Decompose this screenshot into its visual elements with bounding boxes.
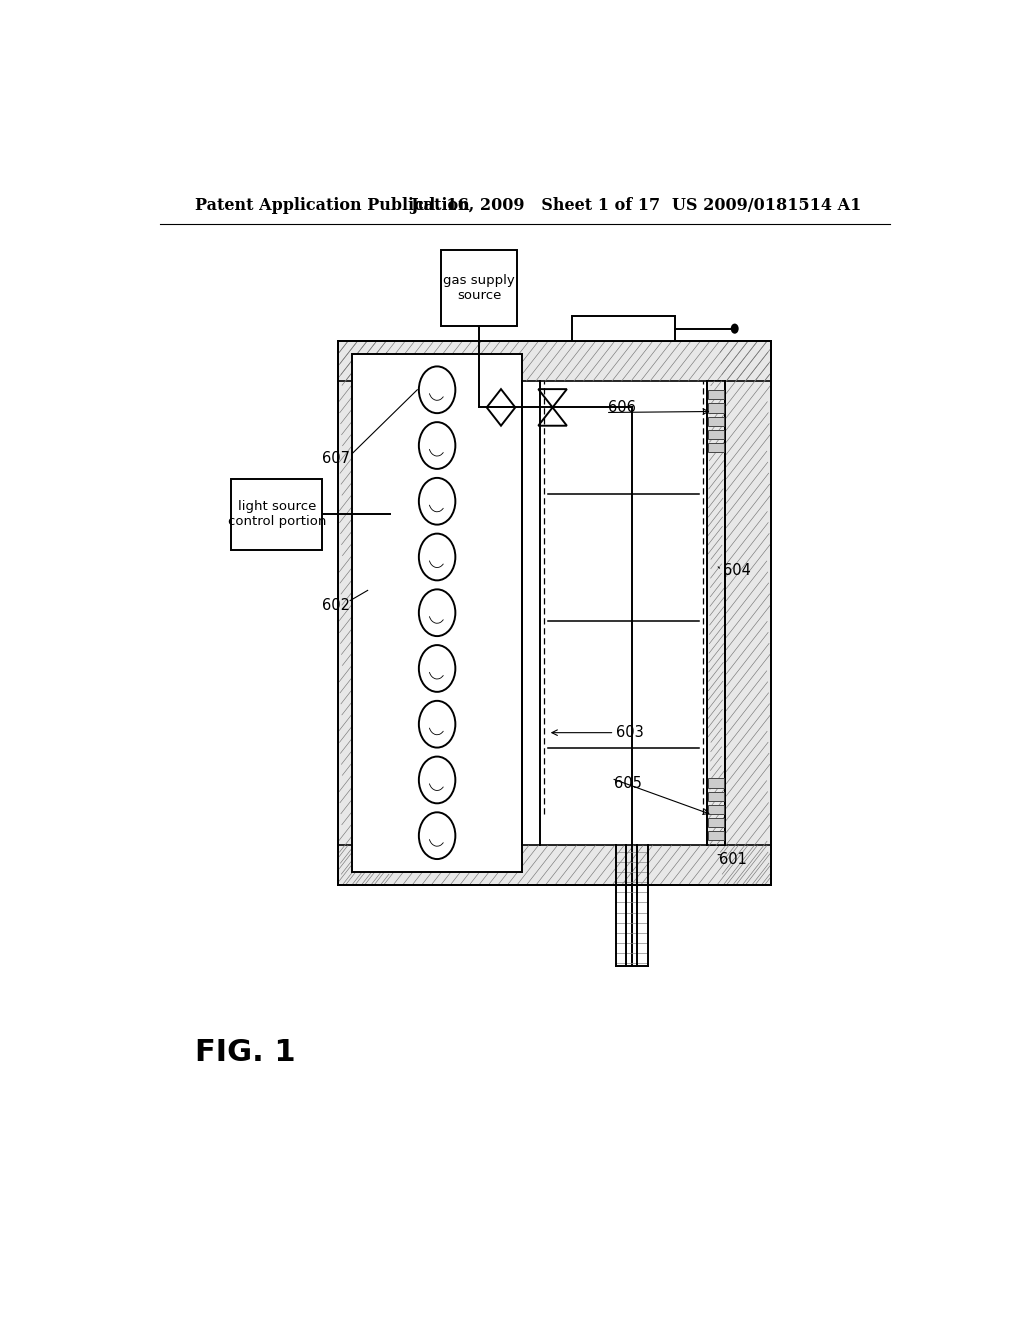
Text: 606: 606: [608, 400, 636, 414]
Text: 605: 605: [613, 776, 642, 791]
Bar: [352, 354, 522, 873]
Bar: [572, 315, 675, 342]
Bar: [709, 444, 724, 453]
Bar: [709, 832, 724, 841]
Bar: [441, 249, 517, 326]
Bar: [231, 479, 323, 549]
Text: FIG. 1: FIG. 1: [196, 1038, 296, 1067]
Text: gas supply
source: gas supply source: [443, 275, 515, 302]
Bar: [338, 342, 390, 886]
Bar: [709, 818, 724, 828]
Text: 604: 604: [723, 562, 751, 578]
Bar: [709, 391, 724, 399]
Bar: [708, 381, 725, 846]
Bar: [709, 805, 724, 814]
Bar: [338, 342, 771, 381]
Bar: [338, 342, 771, 886]
Text: US 2009/0181514 A1: US 2009/0181514 A1: [672, 197, 861, 214]
Text: Patent Application Publication: Patent Application Publication: [196, 197, 470, 214]
Text: 601: 601: [719, 853, 748, 867]
Bar: [709, 404, 724, 413]
Text: light source
control portion: light source control portion: [227, 500, 326, 528]
Bar: [709, 417, 724, 426]
Bar: [709, 792, 724, 801]
Bar: [709, 430, 724, 440]
Text: Jul. 16, 2009   Sheet 1 of 17: Jul. 16, 2009 Sheet 1 of 17: [410, 197, 659, 214]
Bar: [338, 846, 771, 886]
Circle shape: [731, 323, 738, 334]
Text: 602: 602: [323, 598, 350, 612]
Text: 607: 607: [323, 450, 350, 466]
Text: 603: 603: [616, 725, 644, 741]
Bar: [709, 779, 724, 788]
Bar: [719, 342, 771, 886]
